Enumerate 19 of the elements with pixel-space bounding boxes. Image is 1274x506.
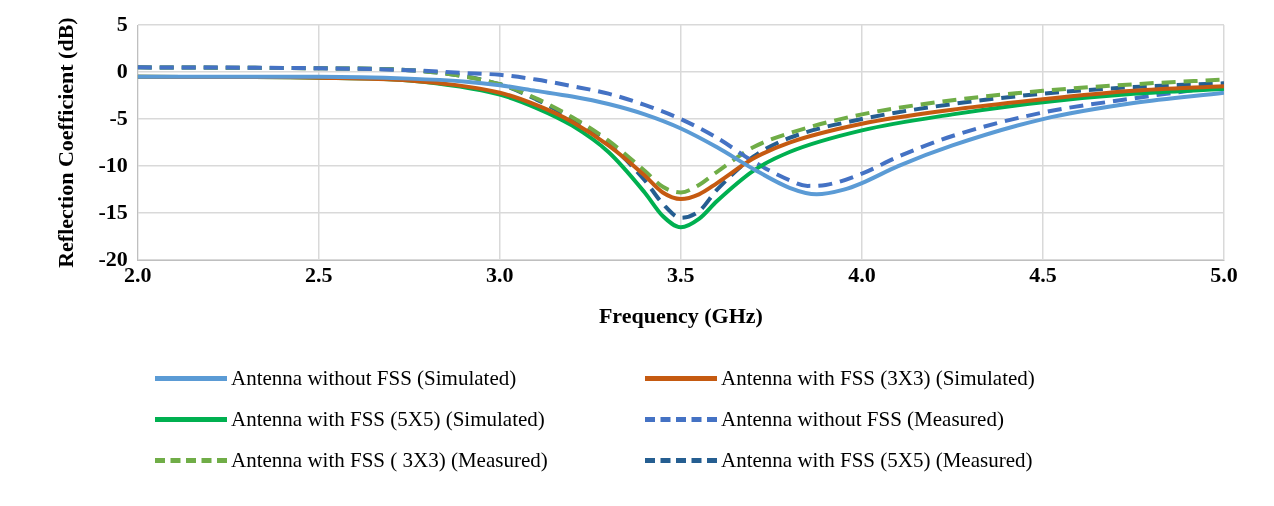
legend-label: Antenna with FSS (5X5) (Measured): [721, 448, 1033, 473]
x-tick-label: 2.5: [305, 262, 333, 288]
x-tick-label: 4.0: [848, 262, 876, 288]
legend-label: Antenna with FSS (3X3) (Simulated): [721, 366, 1035, 391]
x-tick-label: 5.0: [1210, 262, 1238, 288]
y-tick-label: 0: [116, 57, 128, 83]
legend-label: Antenna with FSS ( 3X3) (Measured): [231, 448, 548, 473]
y-tick-label: 5: [116, 10, 128, 36]
x-axis-title: Frequency (GHz): [598, 303, 763, 329]
x-tick-label: 3.5: [667, 262, 695, 288]
y-axis-title: Reflection Coefficient (dB): [52, 17, 78, 268]
x-tick-label: 4.5: [1029, 262, 1057, 288]
y-tick-label: -5: [109, 104, 128, 130]
y-tick-label: -15: [98, 198, 128, 224]
legend-label: Antenna with FSS (5X5) (Simulated): [231, 407, 545, 432]
x-tick-label: 3.0: [486, 262, 514, 288]
legend-label: Antenna without FSS (Measured): [721, 407, 1004, 432]
legend-label: Antenna without FSS (Simulated): [231, 366, 517, 391]
y-tick-label: -10: [98, 151, 128, 177]
